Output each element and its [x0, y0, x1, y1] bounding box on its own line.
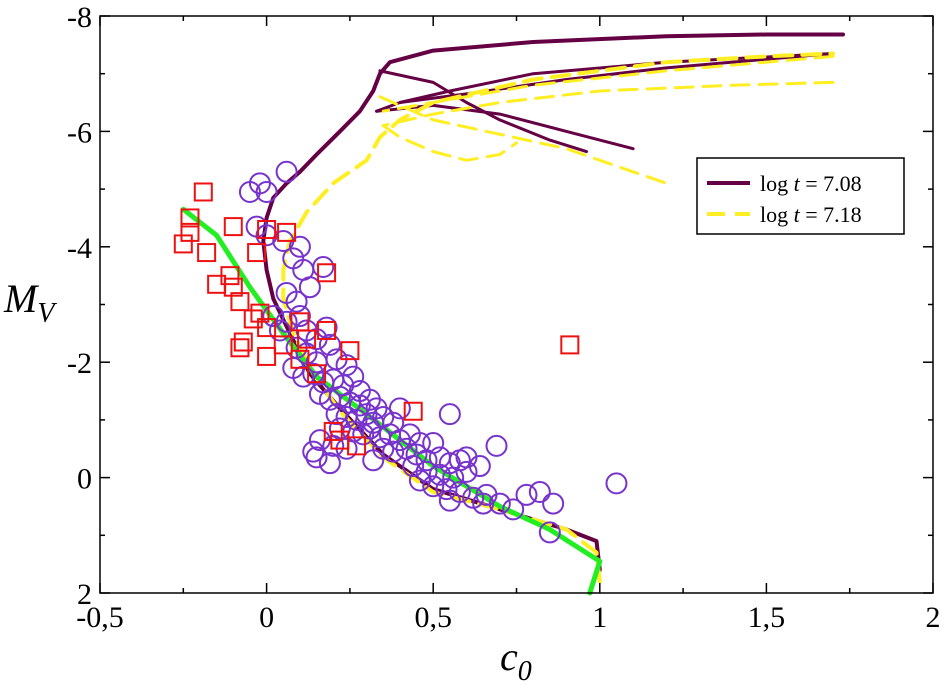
- circle-point-97: [438, 489, 461, 512]
- y-tick-label: -8: [67, 1, 92, 34]
- square-point-4: [223, 217, 243, 237]
- circle-point-86: [435, 478, 458, 501]
- circle-point-2: [255, 180, 278, 203]
- square-point-26: [257, 346, 277, 366]
- circle-point-49: [388, 397, 411, 420]
- square-point-1: [180, 208, 200, 228]
- circle-point-85: [422, 475, 445, 498]
- square-point-0: [193, 182, 213, 202]
- circle-point-93: [528, 481, 551, 504]
- circle-point-14: [262, 305, 285, 328]
- circle-point-82: [455, 460, 478, 483]
- y-tick-label: -6: [67, 116, 92, 149]
- circle-point-91: [502, 498, 525, 521]
- x-tick-label: 1: [592, 601, 607, 634]
- circle-point-83: [468, 455, 491, 478]
- circle-point-77: [362, 449, 385, 472]
- square-point-29: [347, 436, 367, 456]
- circle-point-42: [325, 403, 348, 426]
- x-axis-label: c0: [500, 634, 532, 685]
- legend-label-1: log t = 7.18: [760, 202, 862, 227]
- circle-point-65: [382, 440, 405, 463]
- circle-point-33: [342, 365, 365, 388]
- circle-point-17: [288, 305, 311, 328]
- circle-point-16: [275, 310, 298, 333]
- circle-point-13: [298, 276, 321, 299]
- y-tick-label: -2: [67, 347, 92, 380]
- circle-point-84: [408, 469, 431, 492]
- x-tick-label: 2: [926, 601, 941, 634]
- circle-point-96: [605, 472, 628, 495]
- square-point-11: [230, 292, 250, 312]
- legend: log t = 7.08 log t = 7.18: [696, 157, 905, 235]
- circle-point-76: [318, 452, 341, 475]
- series-line-9: [381, 54, 835, 113]
- series-line-8: [378, 95, 668, 185]
- circle-point-24: [318, 333, 341, 356]
- legend-box: [696, 157, 905, 235]
- square-point-5: [197, 243, 217, 263]
- circle-point-92: [515, 483, 538, 506]
- x-tick-label: 1,5: [748, 601, 786, 634]
- square-point-31: [560, 335, 580, 355]
- circle-point-52: [352, 423, 375, 446]
- series-line-0: [261, 32, 845, 572]
- square-point-25: [307, 364, 327, 384]
- circle-point-60: [438, 403, 461, 426]
- square-point-18: [317, 320, 337, 340]
- circle-point-12: [285, 290, 308, 313]
- circle-point-95: [538, 521, 561, 544]
- y-tick-label: 2: [77, 578, 92, 611]
- square-point-7: [257, 219, 277, 239]
- square-point-19: [233, 332, 253, 352]
- y-tick-label: 0: [77, 463, 92, 496]
- series-layer: [173, 32, 845, 596]
- circle-point-90: [488, 492, 511, 515]
- x-tick-label: 0,5: [414, 601, 452, 634]
- circle-point-73: [485, 434, 508, 457]
- series-line-3: [378, 69, 588, 154]
- circle-point-75: [305, 446, 328, 469]
- square-point-16: [257, 318, 277, 338]
- circle-point-74: [302, 440, 325, 463]
- square-point-30: [403, 401, 423, 421]
- circle-point-10: [312, 255, 335, 278]
- series-line-6: [381, 80, 835, 128]
- circle-point-80: [428, 463, 451, 486]
- square-point-2: [180, 222, 200, 242]
- x-tick-label: 0: [259, 601, 274, 634]
- square-point-21: [273, 335, 293, 355]
- ticks-layer: -0,5 0 0,5 1 1,5 2 -8 -6 -4 -2 0 2: [67, 1, 941, 634]
- square-point-13: [317, 263, 337, 283]
- circle-point-94: [542, 492, 565, 515]
- circle-point-81: [442, 466, 465, 489]
- circle-point-98: [472, 492, 495, 515]
- square-point-24: [290, 349, 310, 369]
- series-line-7: [381, 124, 518, 162]
- square-point-20: [230, 338, 250, 358]
- square-point-22: [297, 329, 317, 349]
- x-tick-label: -0,5: [76, 601, 124, 634]
- circle-point-68: [415, 449, 438, 472]
- y-axis-label: MV: [3, 276, 57, 329]
- square-point-15: [250, 303, 270, 323]
- circle-point-7: [288, 235, 311, 258]
- square-point-12: [223, 277, 243, 297]
- circle-point-78: [402, 455, 425, 478]
- legend-label-0: log t = 7.08: [760, 171, 862, 196]
- square-point-23: [340, 341, 360, 361]
- series-line-2: [375, 103, 635, 151]
- square-point-6: [247, 243, 267, 263]
- circle-point-3: [275, 160, 298, 183]
- circle-point-28: [292, 365, 315, 388]
- circle-point-5: [255, 224, 278, 247]
- square-point-3: [173, 234, 193, 254]
- circle-point-20: [315, 316, 338, 339]
- square-point-8: [277, 222, 297, 242]
- circle-point-62: [322, 434, 345, 457]
- y-tick-label: -4: [67, 232, 92, 265]
